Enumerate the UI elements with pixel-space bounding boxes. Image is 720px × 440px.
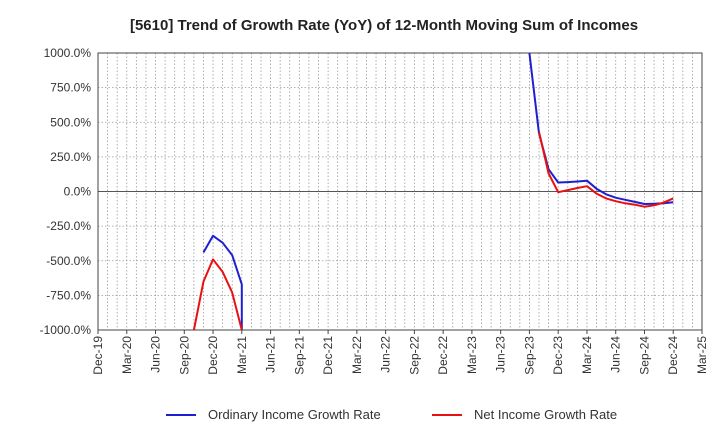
legend-item: Net Income Growth Rate xyxy=(432,407,617,422)
x-tick-label: Dec-21 xyxy=(321,336,335,375)
x-tick-label: Sep-23 xyxy=(522,336,536,375)
x-tick-label: Sep-21 xyxy=(292,336,306,375)
legend-label: Net Income Growth Rate xyxy=(474,407,617,422)
axes: 1000.0% 750.0% 500.0% 250.0% 0.0% -250.0% -500… xyxy=(40,46,709,375)
y-tick-label: 250.0% xyxy=(50,150,91,164)
y-tick-label: -250.0% xyxy=(46,219,91,233)
series-line xyxy=(192,131,674,330)
x-tick-label: Mar-24 xyxy=(580,336,594,374)
x-tick-label: Dec-23 xyxy=(551,336,565,375)
y-tick-label: -750.0% xyxy=(46,288,91,302)
x-tick-label: Dec-24 xyxy=(666,336,680,375)
series-net-income xyxy=(192,131,674,330)
chart-title: [5610] Trend of Growth Rate (YoY) of 12-… xyxy=(130,17,638,34)
x-tick-label: Sep-20 xyxy=(177,336,191,375)
legend: Ordinary Income Growth Rate Net Income Gr… xyxy=(166,407,617,422)
x-tick-label: Mar-22 xyxy=(350,336,364,374)
series-lines xyxy=(192,53,674,330)
y-tick-label: 1000.0% xyxy=(44,46,92,60)
x-tick-label: Mar-21 xyxy=(235,336,249,374)
series-ordinary-income xyxy=(202,53,674,330)
x-tick-label: Jun-22 xyxy=(379,336,393,373)
x-tick-label: Mar-20 xyxy=(120,336,134,374)
series-line xyxy=(202,53,674,330)
x-tick-label: Sep-24 xyxy=(637,336,651,375)
x-tick-label: Jun-24 xyxy=(609,336,623,373)
x-tick-label: Jun-20 xyxy=(149,336,163,373)
plot-frame xyxy=(97,52,703,331)
y-tick-label: 750.0% xyxy=(50,81,91,95)
x-tick-label: Dec-22 xyxy=(436,336,450,375)
x-tick-label: Dec-20 xyxy=(206,336,220,375)
x-tick-label: Mar-23 xyxy=(465,336,479,374)
y-tick-label: -1000.0% xyxy=(40,323,92,337)
x-tick-label: Jun-23 xyxy=(494,336,508,373)
x-tick-label: Dec-19 xyxy=(91,336,105,375)
y-tick-label: -500.0% xyxy=(46,254,91,268)
x-tick-label: Jun-21 xyxy=(264,336,278,373)
x-tick-label: Sep-22 xyxy=(407,336,421,375)
x-tick-label: Mar-25 xyxy=(695,336,709,374)
legend-label: Ordinary Income Growth Rate xyxy=(208,407,381,422)
y-tick-label: 0.0% xyxy=(64,185,92,199)
legend-item: Ordinary Income Growth Rate xyxy=(166,407,381,422)
y-tick-label: 500.0% xyxy=(50,115,91,129)
grid xyxy=(98,53,702,330)
